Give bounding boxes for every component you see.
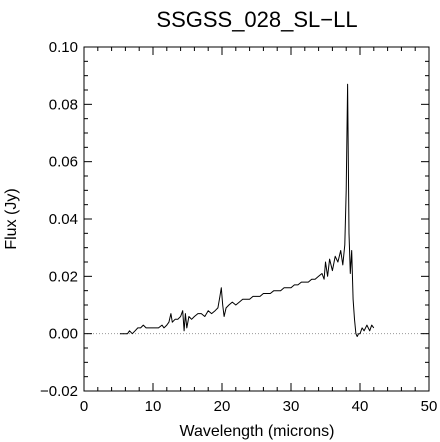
chart-title: SSGSS_028_SL−LL [156, 7, 357, 32]
x-tick-label: 30 [283, 398, 300, 415]
x-tick-label: 0 [80, 398, 88, 415]
series-layer [119, 83, 375, 337]
x-tick-label: 10 [145, 398, 162, 415]
x-tick-label: 20 [214, 398, 231, 415]
y-axis-label: Flux (Jy) [3, 188, 20, 249]
y-tick-label: 0.00 [49, 326, 78, 343]
axis-ticks [83, 46, 430, 392]
x-tick-label: 50 [421, 398, 438, 415]
x-tick-label: 40 [352, 398, 369, 415]
y-tick-label: 0.06 [49, 154, 78, 171]
y-tick-label: −0.02 [40, 383, 78, 400]
spectrum-line [119, 83, 375, 337]
tick-labels: 0 10 20 30 40 50 −0.02 0.00 0.02 0.04 0.06 0.08 0.10 [40, 39, 437, 415]
x-axis-label: Wavelength (microns) [179, 423, 334, 440]
y-tick-label: 0.04 [49, 211, 78, 228]
y-tick-label: 0.08 [49, 96, 78, 113]
y-tick-label: 0.10 [49, 39, 78, 56]
plot-frame [83, 46, 430, 392]
y-tick-label: 0.02 [49, 268, 78, 285]
